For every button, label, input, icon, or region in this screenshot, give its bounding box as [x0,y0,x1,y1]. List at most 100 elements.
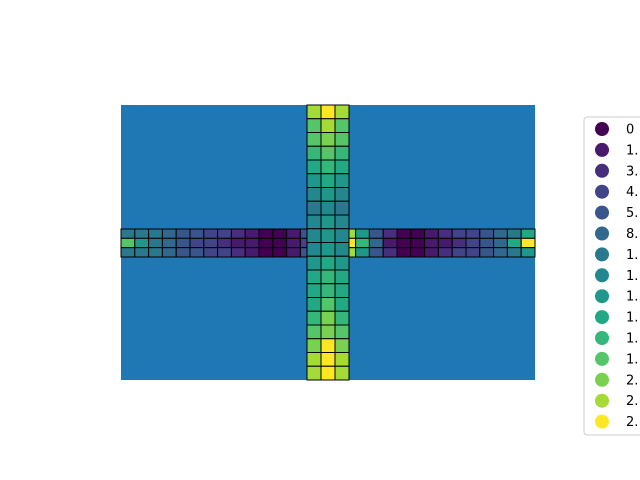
legend-marker [595,414,609,429]
vertical-bar-cells [306,104,350,381]
heatmap-cell [320,118,336,133]
heatmap-cell [382,237,398,249]
heatmap-cell [382,228,398,239]
legend-label: 1. [626,269,638,284]
heatmap-cell [355,237,370,249]
legend-label: 0 [626,123,634,138]
heatmap-cell [479,228,495,239]
heatmap-cell [320,352,336,367]
legend-marker [595,289,609,304]
heatmap-cell [217,237,232,249]
heatmap-cell [334,352,350,367]
heatmap-cell [334,324,350,340]
heatmap-cell [306,269,322,285]
legend-label: 2. [626,394,638,409]
heatmap-cell [368,237,384,249]
heatmap-cell [306,310,322,326]
heatmap-cell [230,228,246,239]
heatmap-cell [175,247,191,258]
legend-label: 1. [626,290,638,305]
heatmap-cell [424,237,439,249]
heatmap-cell [424,228,439,239]
legend-label: 1. [626,332,638,347]
heatmap-cell [258,247,274,258]
heatmap-cell [258,228,274,239]
legend-label: 1. [626,143,638,158]
legend-label: 5. [626,206,638,221]
heatmap-cell [437,228,453,239]
heatmap-cell [368,247,384,258]
heatmap-cell [320,132,336,147]
heatmap-cell [506,247,522,258]
heatmap-cell [320,269,336,285]
heatmap-cell [437,247,453,258]
legend-label: 8. [626,227,638,242]
heatmap-cell [244,228,260,239]
heatmap-cell [217,228,232,239]
heatmap-cell [334,269,350,285]
heatmap-cell [148,247,163,258]
heatmap-cell [424,247,439,258]
heatmap-cell [320,365,336,381]
heatmap-cell [320,214,336,230]
heatmap-cell [306,214,322,230]
heatmap-cell [306,159,322,175]
heatmap-cell [230,247,246,258]
legend-marker [595,122,609,136]
heatmap-cell [286,247,301,258]
heatmap-cell [306,118,322,133]
heatmap-cell [148,237,163,249]
heatmap-cell [465,237,481,249]
heatmap-cell [175,228,191,239]
heatmap-cell [437,237,453,249]
heatmap-cell [120,228,136,239]
heatmap-cell [286,237,301,249]
heatmap-cell [493,247,508,258]
legend-label: 1. [626,311,638,326]
legend-label: 4. [626,185,638,200]
heatmap-cell [306,242,322,257]
heatmap-cell [272,237,288,249]
legend: 0 1. 3. 4. 5. 8. 1. 1. 1. 1. 1. 1. 2. 2. 2. [583,116,640,436]
heatmap-cell [189,237,205,249]
heatmap-cell [368,228,384,239]
heatmap-cell [334,132,350,147]
heatmap-cell [306,132,322,147]
heatmap-cell [334,173,350,188]
heatmap-cell [334,159,350,175]
heatmap-cell [306,365,322,381]
heatmap-cell [493,228,508,239]
heatmap-cell [134,247,150,258]
heatmap-cell [203,228,219,239]
heatmap-cell [410,247,426,258]
legend-marker [595,372,609,387]
heatmap-cell [451,228,467,239]
heatmap-cell [148,228,163,239]
heatmap-cell [189,228,205,239]
heatmap-cell [479,247,495,258]
heatmap-cell [306,352,322,367]
heatmap-cell [334,310,350,326]
heatmap-cell [161,237,177,249]
heatmap-cell [334,187,350,202]
heatmap-cell [320,283,336,298]
legend-marker [595,351,609,366]
heatmap-cell [306,324,322,340]
heatmap-cell [334,228,350,243]
heatmap-cell [320,200,336,216]
heatmap-cell [134,237,150,249]
heatmap-cell [320,297,336,312]
heatmap-cell [306,338,322,353]
heatmap-cell [217,247,232,258]
heatmap-cell [306,283,322,298]
heatmap-cell [306,145,322,161]
heatmap-cell [334,297,350,312]
heatmap-cell [334,365,350,381]
heatmap-cell [334,118,350,133]
heatmap-cell [306,104,322,120]
heatmap-cell [465,247,481,258]
heatmap-cell [306,228,322,243]
legend-marker [595,331,609,345]
heatmap-cell [244,237,260,249]
heatmap-cell [334,242,350,257]
